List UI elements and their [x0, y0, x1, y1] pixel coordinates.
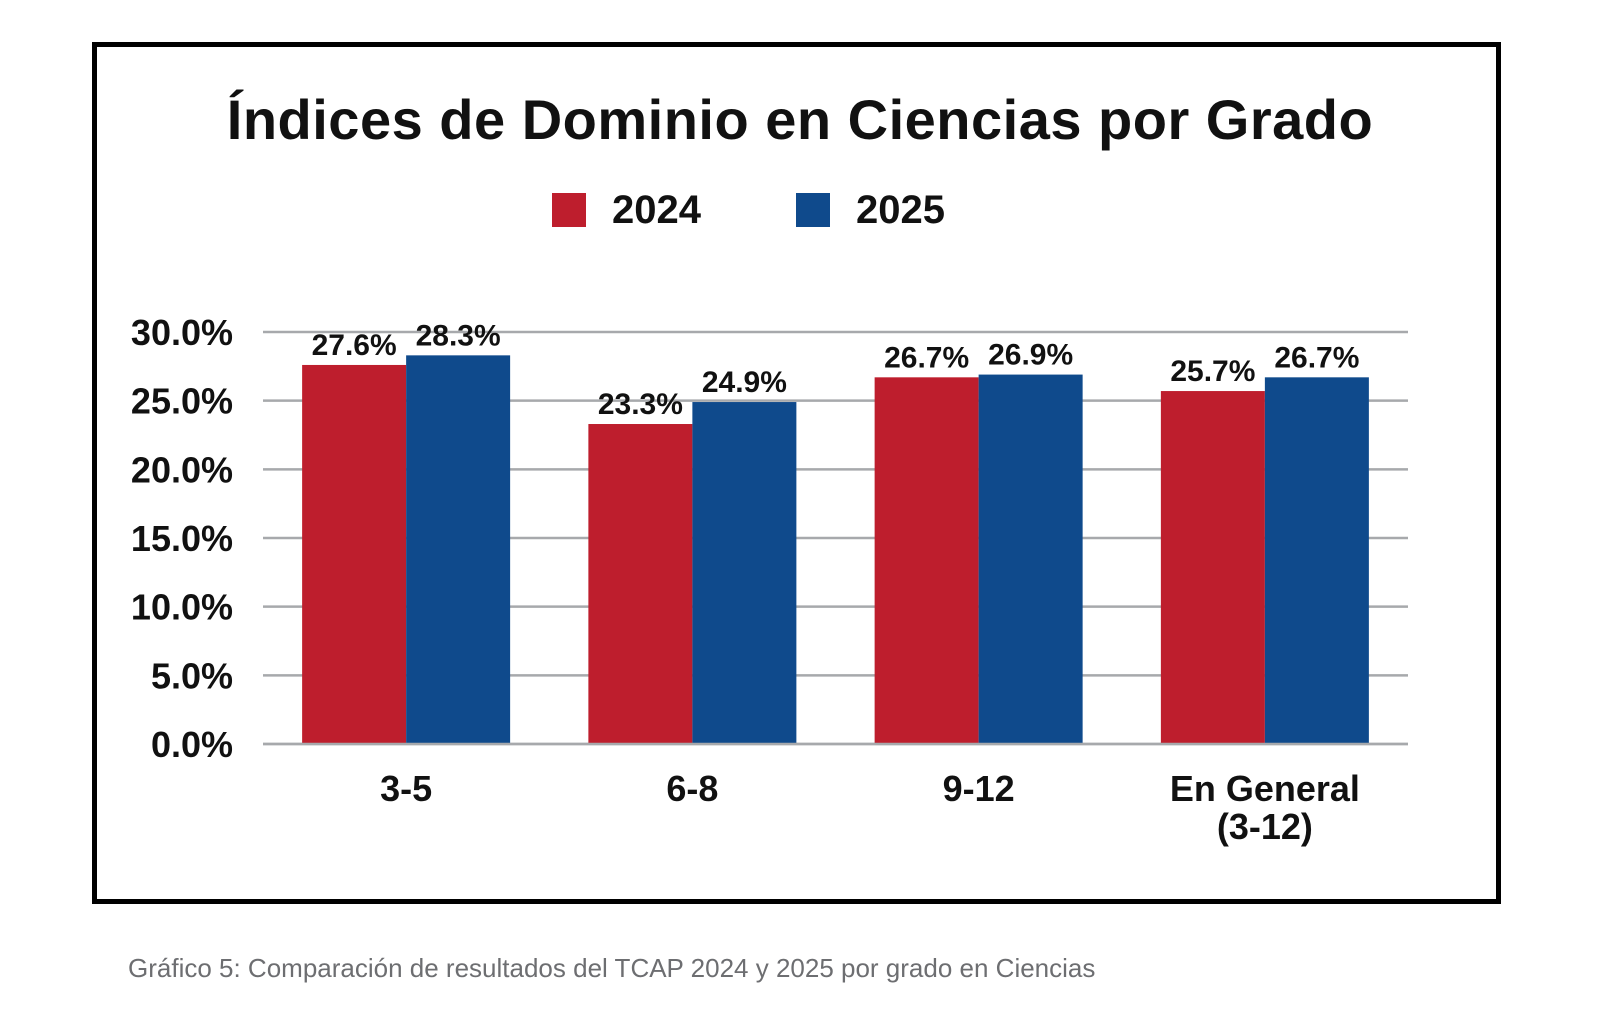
bar-2024-0 [302, 364, 407, 744]
legend-item-2024: 2024 [552, 188, 701, 232]
bar-2025-0 [406, 355, 511, 744]
y-tick-label: 25.0% [131, 381, 233, 422]
y-tick-label: 0.0% [151, 724, 233, 765]
legend-swatch-2025 [796, 193, 830, 227]
bar-2025-2 [978, 374, 1083, 744]
legend-label-2025: 2025 [856, 188, 945, 232]
x-tick-label: En General [1170, 768, 1360, 809]
chart-frame [92, 42, 1501, 904]
data-label: 27.6% [312, 329, 397, 362]
data-label: 28.3% [416, 319, 501, 352]
chart-title: Índices de Dominio en Ciencias por Grado [226, 88, 1374, 151]
bar-2024-1 [588, 424, 693, 744]
x-tick-label: (3-12) [1217, 806, 1313, 847]
data-label: 25.7% [1170, 355, 1255, 388]
data-label: 26.7% [884, 341, 969, 374]
data-label: 24.9% [702, 366, 787, 399]
data-label: 26.7% [1274, 341, 1359, 374]
data-label: 23.3% [598, 388, 683, 421]
data-label: 26.9% [988, 339, 1073, 372]
legend-item-2025: 2025 [796, 188, 945, 232]
y-tick-label: 10.0% [131, 587, 233, 628]
y-tick-label: 15.0% [131, 518, 233, 559]
bar-2025-1 [692, 402, 797, 744]
y-tick-label: 20.0% [131, 449, 233, 490]
y-tick-label: 30.0% [131, 312, 233, 353]
x-tick-label: 3-5 [380, 768, 432, 809]
bar-2025-3 [1264, 377, 1369, 744]
figure-caption: Gráfico 5: Comparación de resultados del… [128, 953, 1096, 983]
legend-label-2024: 2024 [612, 188, 701, 232]
x-tick-label: 6-8 [666, 768, 718, 809]
legend-swatch-2024 [552, 193, 586, 227]
y-tick-label: 5.0% [151, 655, 233, 696]
x-tick-label: 9-12 [943, 768, 1015, 809]
bar-2024-3 [1160, 391, 1265, 744]
bar-2024-2 [874, 377, 979, 744]
